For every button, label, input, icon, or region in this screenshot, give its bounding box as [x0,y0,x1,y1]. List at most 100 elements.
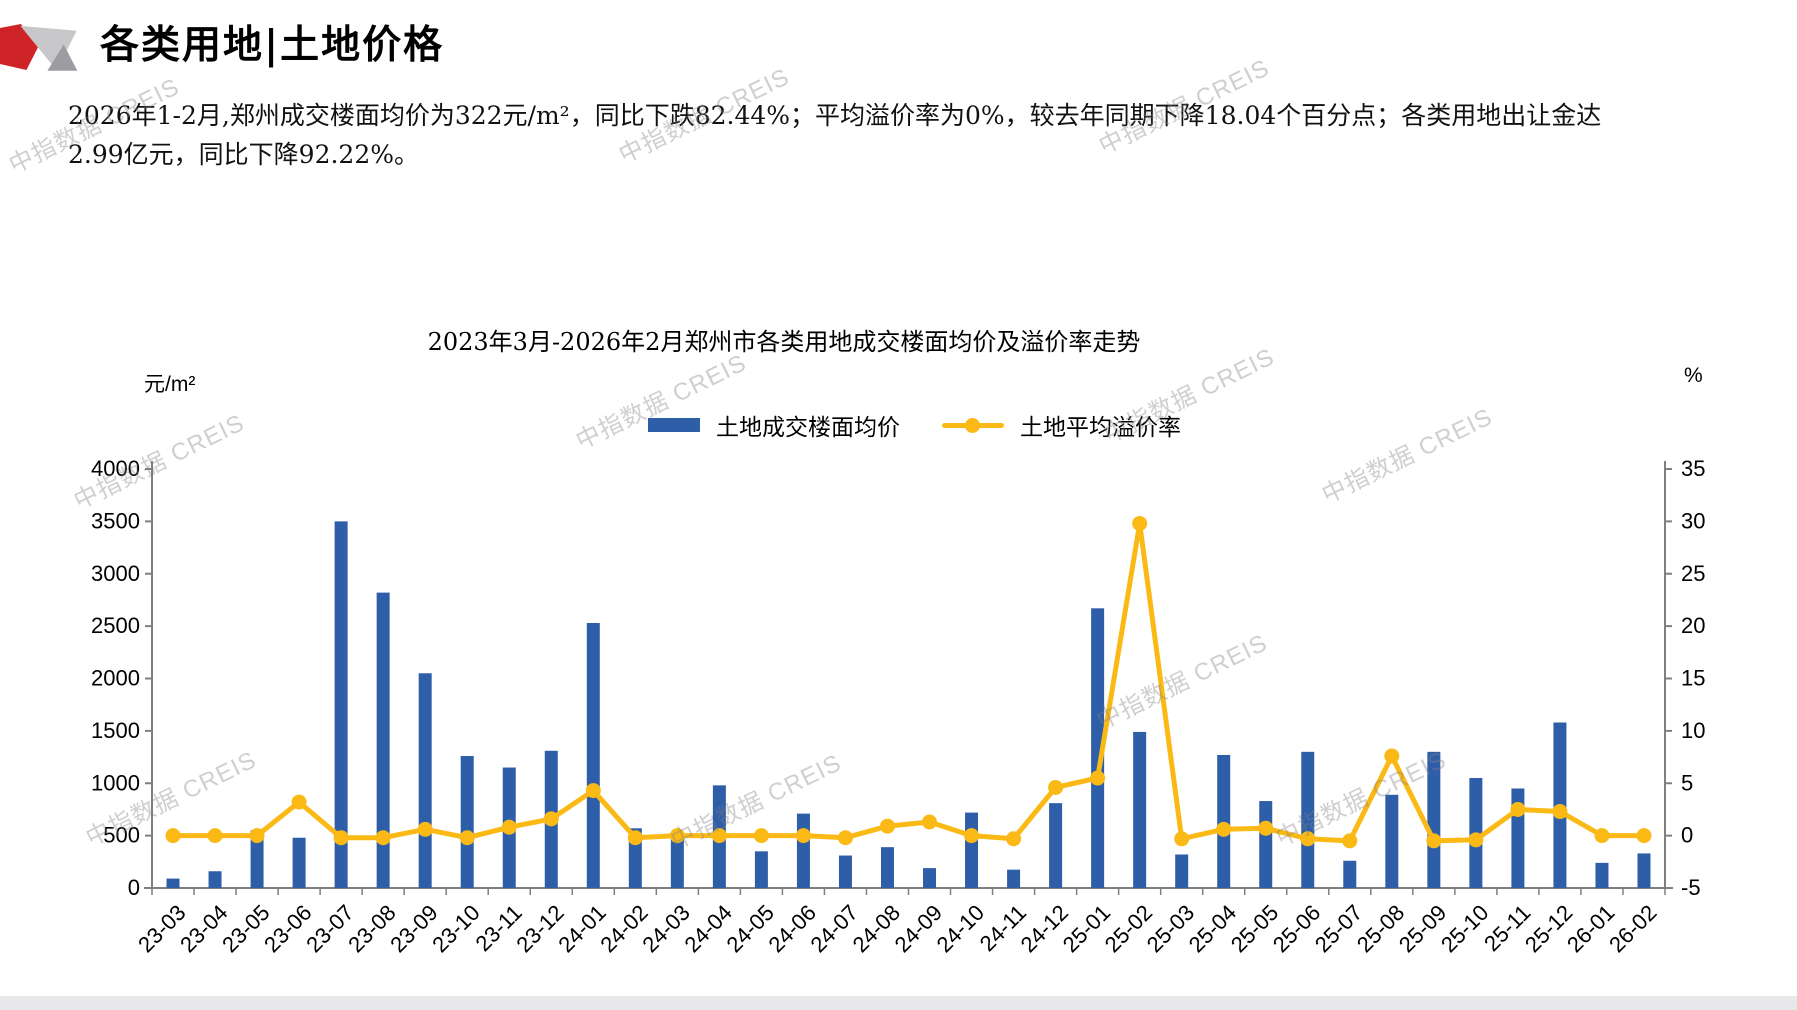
bar-23-03 [166,878,180,888]
premium-rate-point-24-03 [669,828,685,844]
bar-24-03 [670,836,684,888]
premium-rate-point-25-09 [1426,833,1442,849]
premium-rate-point-25-12 [1552,804,1568,820]
left-axis-tick-label: 2000 [91,666,140,691]
left-axis-tick-label: 500 [103,823,140,848]
premium-rate-point-24-04 [711,828,727,844]
premium-rate-point-24-10 [964,828,980,844]
x-axis-label-23-10: 23-10 [427,900,484,957]
premium-rate-point-25-07 [1342,833,1358,849]
premium-rate-point-23-08 [375,830,391,846]
premium-rate-point-23-05 [249,828,265,844]
page-title: 各类用地|土地价格 [100,22,445,68]
premium-rate-point-24-02 [627,830,643,846]
chart-legend: 土地成交楼面均价 土地平均溢价率 [648,408,1181,442]
legend-bar-swatch [648,418,700,432]
bar-23-08 [376,592,390,888]
legend-line-label: 土地平均溢价率 [1020,415,1181,441]
x-axis-label-24-10: 24-10 [932,900,989,957]
creis-logo [0,22,80,72]
summary-line-2: 2.99亿元，同比下降92.22%。 [68,140,419,169]
bar-23-04 [208,871,222,888]
premium-rate-point-25-02 [1132,515,1148,531]
premium-rate-point-25-04 [1216,821,1232,837]
x-axis-label-23-03: 23-03 [133,900,190,957]
right-axis-unit: % [1684,364,1703,387]
x-axis-label-25-03: 25-03 [1142,900,1199,957]
bar-25-04 [1217,754,1231,888]
x-axis-label-24-06: 24-06 [763,900,820,957]
bar-26-02 [1637,853,1651,888]
x-axis-label-25-02: 25-02 [1100,900,1157,957]
x-axis-label-23-07: 23-07 [301,900,358,957]
x-axis-label-25-10: 25-10 [1436,900,1493,957]
premium-rate-point-25-03 [1174,831,1190,847]
left-axis-tick-label: 1000 [91,770,140,795]
bar-24-10 [965,812,979,888]
bar-24-07 [838,855,852,888]
premium-rate-point-24-05 [753,828,769,844]
bar-24-11 [1007,869,1021,888]
bar-24-09 [923,868,937,888]
right-axis-tick-label: -5 [1681,875,1701,900]
x-axis-label-24-12: 24-12 [1016,900,1073,957]
x-axis-label-25-09: 25-09 [1394,900,1451,957]
right-axis-tick-label: 15 [1681,666,1705,691]
premium-rate-point-24-06 [795,828,811,844]
x-axis-label-24-01: 24-01 [553,900,610,957]
x-axis-label-24-08: 24-08 [848,900,905,957]
x-axis-label-23-08: 23-08 [343,900,400,957]
summary-text: 2026年1-2月,郑州成交楼面均价为322元/m²，同比下跌82.44%；平均… [68,96,1728,174]
legend-line-dot-icon [965,417,980,433]
right-axis-tick-label: 25 [1681,561,1705,586]
x-axis-label-25-08: 25-08 [1352,900,1409,957]
x-axis-label-23-04: 23-04 [175,900,232,957]
premium-rate-point-23-12 [543,811,559,827]
left-axis-tick-label: 3500 [91,508,140,533]
bar-24-12 [1049,803,1063,888]
x-axis-label-24-07: 24-07 [806,900,863,957]
bar-23-06 [292,837,306,888]
legend-line-swatch [942,417,1004,433]
bar-24-05 [754,851,768,888]
left-axis-tick-label: 0 [128,875,140,900]
x-axis-label-25-12: 25-12 [1520,900,1577,957]
bar-25-08 [1385,794,1399,888]
bar-25-06 [1301,751,1315,888]
left-axis-tick-label: 3000 [91,561,140,586]
x-axis-label-24-09: 24-09 [890,900,947,957]
premium-rate-point-24-08 [879,818,895,834]
bar-24-06 [796,813,810,888]
left-axis-unit: 元/m² [144,373,196,396]
bar-26-01 [1595,862,1609,888]
bar-23-05 [250,830,264,888]
bar-25-03 [1175,854,1189,888]
bar-23-07 [334,521,348,888]
footer-strip [0,996,1797,1010]
premium-rate-point-24-09 [922,814,938,830]
x-axis-label-26-02: 26-02 [1604,900,1661,957]
x-axis-label-24-04: 24-04 [679,900,736,957]
right-axis-tick-label: 30 [1681,508,1705,533]
summary-line-1: 2026年1-2月,郑州成交楼面均价为322元/m²，同比下跌82.44%；平均… [68,101,1602,130]
premium-rate-point-24-11 [1006,831,1022,847]
right-axis-tick-label: 5 [1681,770,1693,795]
premium-rate-point-24-01 [585,783,601,799]
premium-rate-point-24-12 [1048,779,1064,795]
bar-23-09 [418,673,432,888]
premium-rate-point-23-11 [501,819,517,835]
x-axis-label-24-02: 24-02 [595,900,652,957]
bar-24-01 [586,622,600,888]
premium-rate-point-26-01 [1594,828,1610,844]
x-axis-label-23-09: 23-09 [385,900,442,957]
premium-rate-point-23-10 [459,830,475,846]
premium-rate-point-25-06 [1300,831,1316,847]
bar-25-01 [1091,608,1105,888]
x-axis-label-25-06: 25-06 [1268,900,1325,957]
left-axis-tick-label: 4000 [91,456,140,481]
premium-rate-point-25-11 [1510,801,1526,817]
x-axis-label-25-04: 25-04 [1184,900,1241,957]
right-axis-tick-label: 20 [1681,613,1705,638]
premium-rate-point-23-06 [291,794,307,810]
